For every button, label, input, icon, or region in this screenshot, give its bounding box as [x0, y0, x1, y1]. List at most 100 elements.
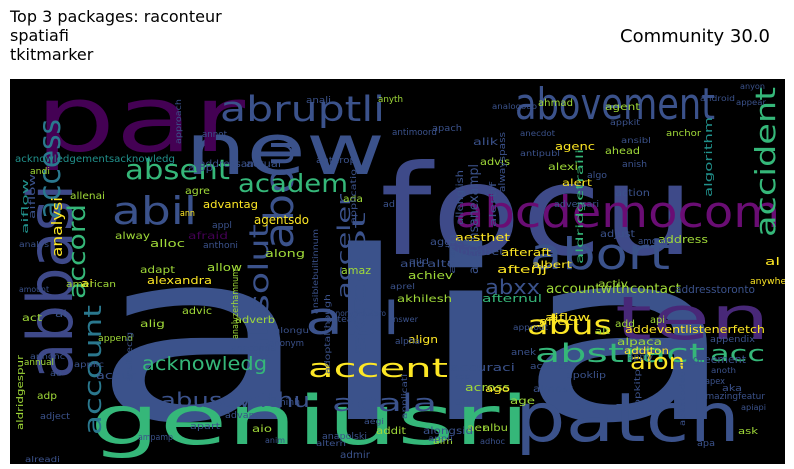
community-label: Community 30.0: [620, 26, 770, 47]
cloud-word: aiid: [409, 257, 429, 266]
cloud-word: alig: [140, 319, 165, 330]
cloud-word: analyzerhamnum: [231, 269, 241, 339]
cloud-word: adversari: [554, 200, 599, 210]
cloud-word: akhilesh: [397, 294, 452, 305]
cloud-word: alain: [448, 234, 458, 274]
cloud-word: aiop: [188, 163, 213, 174]
cloud-word: albert: [532, 260, 572, 271]
cloud-word: apex: [705, 377, 726, 387]
cloud-word: appl: [212, 221, 232, 231]
cloud-word: patch: [515, 379, 740, 458]
cloud-word: albu: [483, 423, 508, 434]
cloud-word: apexcodeutil: [678, 361, 687, 426]
cloud-word: afternul: [482, 292, 542, 305]
cloud-word: new: [185, 109, 385, 191]
cloud-word: achiev: [408, 269, 454, 282]
cloud-word: anyth: [378, 95, 403, 105]
cloud-word: accent: [308, 354, 448, 384]
cloud-word: abruptli: [220, 90, 385, 130]
cloud-word: aiflow: [28, 174, 38, 219]
cloud-word: ad: [383, 200, 395, 210]
cloud-word: agreement: [686, 353, 747, 366]
cloud-word: add: [615, 319, 635, 330]
cloud-word: ansiblebuiltinnum: [311, 229, 320, 314]
cloud-word: append: [98, 334, 133, 344]
cloud-word: addressan: [199, 159, 254, 170]
cloud-word: appkit: [610, 118, 640, 127]
cloud-word: ahead: [605, 146, 640, 157]
cloud-word: accuraci: [450, 361, 515, 374]
title-line-1: Top 3 packages: raconteur: [10, 7, 222, 26]
cloud-word: additon: [624, 346, 669, 357]
cloud-word: addresstoronto: [675, 283, 755, 296]
cloud-word: adverb: [235, 315, 275, 326]
cloud-word: appkitp: [633, 369, 642, 414]
cloud-word: alertif: [489, 181, 499, 227]
cloud-word: ago: [485, 384, 510, 395]
cloud-word: advic: [182, 306, 212, 317]
cloud-word: acala: [332, 389, 437, 417]
cloud-word: acceler: [334, 193, 355, 299]
cloud-word: applicatio: [349, 169, 358, 224]
cloud-word: amazingfeatur: [700, 392, 765, 402]
cloud-word: anaconda: [231, 344, 276, 354]
cloud-word: aiflow: [21, 179, 31, 234]
cloud-word: agentsdo: [254, 213, 309, 227]
cloud-word: ada: [343, 194, 363, 205]
cloud-word: apach: [432, 124, 462, 134]
chart-title: Top 3 packages: raconteur spatiafi tkitmar…: [10, 7, 222, 64]
cloud-word: ampamp: [138, 433, 173, 443]
cloud-word: ahmad: [538, 98, 573, 109]
cloud-word: academ: [238, 169, 348, 198]
cloud-word: amount: [19, 285, 49, 294]
cloud-word: approach: [174, 99, 183, 144]
cloud-word: affect: [539, 315, 580, 328]
cloud-word: age: [510, 396, 535, 407]
cloud-word: anonymouspro: [331, 309, 386, 318]
cloud-word: aldridgetraili: [575, 149, 586, 264]
cloud-word: accur: [96, 369, 137, 382]
cloud-word: accountwithcontact: [546, 282, 681, 297]
cloud-word: aim: [433, 437, 453, 447]
cloud-word: anchor: [666, 129, 701, 139]
cloud-word: annual: [24, 358, 54, 368]
cloud-word: ao: [50, 369, 62, 378]
cloud-word: anoth: [711, 366, 736, 375]
cloud-word: access: [33, 119, 68, 219]
cloud-word: adhoc: [480, 437, 505, 446]
cloud-word: accident: [749, 87, 782, 237]
cloud-word: actorcsv: [530, 362, 576, 372]
cloud-word: allenai: [70, 191, 105, 202]
cloud-word: alloc: [150, 237, 185, 250]
cloud-word: abstract: [535, 339, 705, 369]
cloud-word: advantag: [203, 198, 258, 211]
cloud-word: abou: [257, 139, 303, 249]
cloud-word: ai: [81, 277, 93, 290]
cloud-word: ten: [615, 284, 770, 354]
cloud-word: accept: [349, 212, 370, 357]
cloud-word: anim: [265, 436, 285, 445]
title-line-3: tkitmarker: [10, 45, 94, 64]
cloud-word: apart: [190, 422, 221, 432]
cloud-word: ann: [180, 209, 195, 219]
cloud-word: anek: [511, 348, 537, 358]
cloud-word: anali: [306, 96, 331, 106]
cloud-word: align: [408, 333, 438, 346]
cloud-word: alert: [562, 178, 592, 189]
cloud-word: algo: [587, 171, 607, 181]
cloud-word: absolut: [244, 224, 275, 359]
cloud-word: aprel: [390, 282, 415, 291]
cloud-word: account: [79, 305, 107, 435]
cloud-word: alexandra: [147, 274, 212, 287]
cloud-word: api: [650, 315, 665, 326]
cloud-word: acknowledg: [142, 353, 267, 375]
cloud-word: apiapi: [741, 403, 766, 412]
cloud-word: apoklip: [566, 371, 606, 381]
cloud-word: anyon: [740, 82, 765, 91]
cloud-word: adject: [40, 412, 71, 422]
cloud-word: along: [265, 247, 305, 260]
cloud-word: abcdemocom: [455, 187, 780, 238]
cloud-word: abusewithu: [160, 388, 310, 412]
cloud-word: activ: [598, 279, 628, 290]
